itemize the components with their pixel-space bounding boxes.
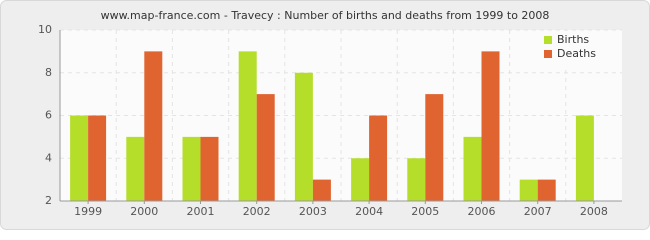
x-tick-label: 2003 <box>299 205 327 218</box>
x-tick-label: 2006 <box>468 205 496 218</box>
bar <box>200 136 219 201</box>
bar <box>238 51 257 201</box>
y-tick-label: 10 <box>38 23 52 36</box>
bar <box>369 115 388 201</box>
y-tick-label: 4 <box>45 151 52 164</box>
legend-label: Births <box>557 33 589 46</box>
bar <box>519 179 538 201</box>
y-tick-label: 6 <box>45 109 52 122</box>
y-tick-label: 2 <box>45 194 52 207</box>
chart: www.map-france.com - Travecy : Number of… <box>0 0 650 230</box>
bar <box>144 51 163 201</box>
bar <box>294 72 313 201</box>
bar <box>481 51 500 201</box>
bar <box>126 136 145 201</box>
x-tick-label: 2001 <box>187 205 215 218</box>
x-tick-label: 2007 <box>524 205 552 218</box>
bar <box>537 179 556 201</box>
legend-label: Deaths <box>557 47 596 60</box>
x-tick-label: 2004 <box>355 205 383 218</box>
bar <box>351 158 370 201</box>
bar <box>312 179 331 201</box>
bar <box>575 115 594 201</box>
legend-swatch <box>544 50 552 58</box>
bar <box>425 94 444 201</box>
bar <box>256 94 275 201</box>
legend-swatch <box>544 36 552 44</box>
chart-title: www.map-france.com - Travecy : Number of… <box>101 9 550 22</box>
bar <box>463 136 482 201</box>
x-tick-label: 2000 <box>130 205 158 218</box>
bar <box>88 115 107 201</box>
x-tick-label: 2008 <box>580 205 608 218</box>
x-tick-label: 1999 <box>74 205 102 218</box>
x-tick-label: 2005 <box>411 205 439 218</box>
bar <box>407 158 426 201</box>
bar <box>182 136 201 201</box>
bar <box>70 115 89 201</box>
y-tick-label: 8 <box>45 66 52 79</box>
x-tick-label: 2002 <box>243 205 271 218</box>
